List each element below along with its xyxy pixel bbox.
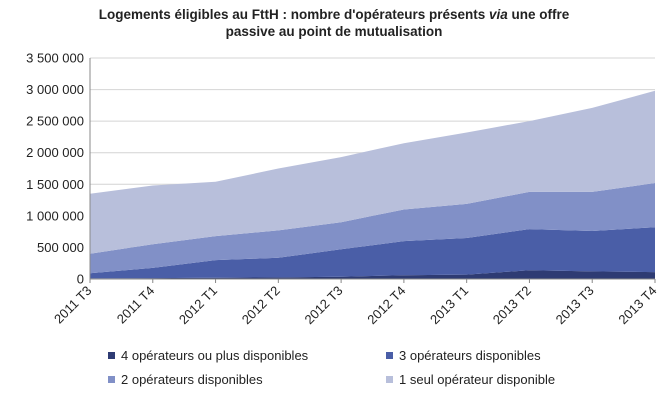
x-tick-label: 2011 T4 bbox=[114, 283, 157, 326]
axes bbox=[89, 58, 656, 283]
chart-title-line2: passive au point de mutualisation bbox=[225, 24, 443, 39]
area-4-op-rateurs-ou-plus-disponibles bbox=[90, 270, 655, 279]
chart-title: Logements éligibles au FttH : nombre d'o… bbox=[0, 6, 668, 40]
chart-title-italic: via bbox=[488, 7, 508, 22]
x-tick-labels: 2011 T3 2011 T4 2012 T1 2012 T2 2012 T3 2012 … bbox=[51, 283, 659, 327]
y-tick-label: 3 000 000 bbox=[26, 82, 84, 97]
legend-item: 4 opérateurs ou plus disponibles bbox=[108, 348, 308, 363]
x-tick-label: 2011 T3 bbox=[51, 283, 94, 326]
legend-label: 1 seul opérateur disponible bbox=[399, 372, 556, 387]
area-series bbox=[90, 90, 655, 279]
x-tick-label: 2012 T3 bbox=[301, 283, 345, 327]
x-tick-label: 2013 T4 bbox=[615, 283, 659, 327]
area-1-seul-op-rateur-disponible bbox=[90, 90, 655, 254]
x-tick-label: 2012 T1 bbox=[176, 283, 220, 327]
chart-title-part2: une offre bbox=[507, 7, 570, 22]
legend-item: 1 seul opérateur disponible bbox=[386, 372, 555, 387]
x-tick-label: 2013 T3 bbox=[553, 283, 597, 327]
legend-swatch bbox=[108, 376, 115, 383]
x-tick-label: 2012 T4 bbox=[364, 283, 408, 327]
legend-label: 2 opérateurs disponibles bbox=[121, 372, 263, 387]
y-tick-label: 2 000 000 bbox=[26, 145, 84, 160]
area-2-op-rateurs-disponibles bbox=[90, 183, 655, 274]
legend-swatch bbox=[386, 376, 393, 383]
y-tick-label: 500 000 bbox=[37, 240, 84, 255]
legend-label: 4 opérateurs ou plus disponibles bbox=[121, 348, 309, 363]
legend-swatch bbox=[386, 352, 393, 359]
y-tick-label: 1 500 000 bbox=[26, 177, 84, 192]
y-tick-label: 0 bbox=[77, 272, 84, 287]
x-tick-label: 2013 T2 bbox=[490, 283, 534, 327]
legend-label: 3 opérateurs disponibles bbox=[399, 348, 541, 363]
legend-swatch bbox=[108, 352, 115, 359]
legend-item: 3 opérateurs disponibles bbox=[386, 348, 541, 363]
y-tick-label: 1 000 000 bbox=[26, 208, 84, 223]
legend-item: 2 opérateurs disponibles bbox=[108, 372, 263, 387]
y-tick-labels: 0 500 000 1 000 000 1 500 000 2 000 000 2 500… bbox=[26, 51, 84, 287]
y-tick-label: 3 500 000 bbox=[26, 51, 84, 66]
x-tick-label: 2012 T2 bbox=[239, 283, 283, 327]
x-tick-label: 2013 T1 bbox=[427, 283, 471, 327]
area-3-op-rateurs-disponibles bbox=[90, 227, 655, 279]
y-tick-label: 2 500 000 bbox=[26, 114, 84, 129]
chart-title-part1: Logements éligibles au FttH : nombre d'o… bbox=[98, 7, 489, 22]
